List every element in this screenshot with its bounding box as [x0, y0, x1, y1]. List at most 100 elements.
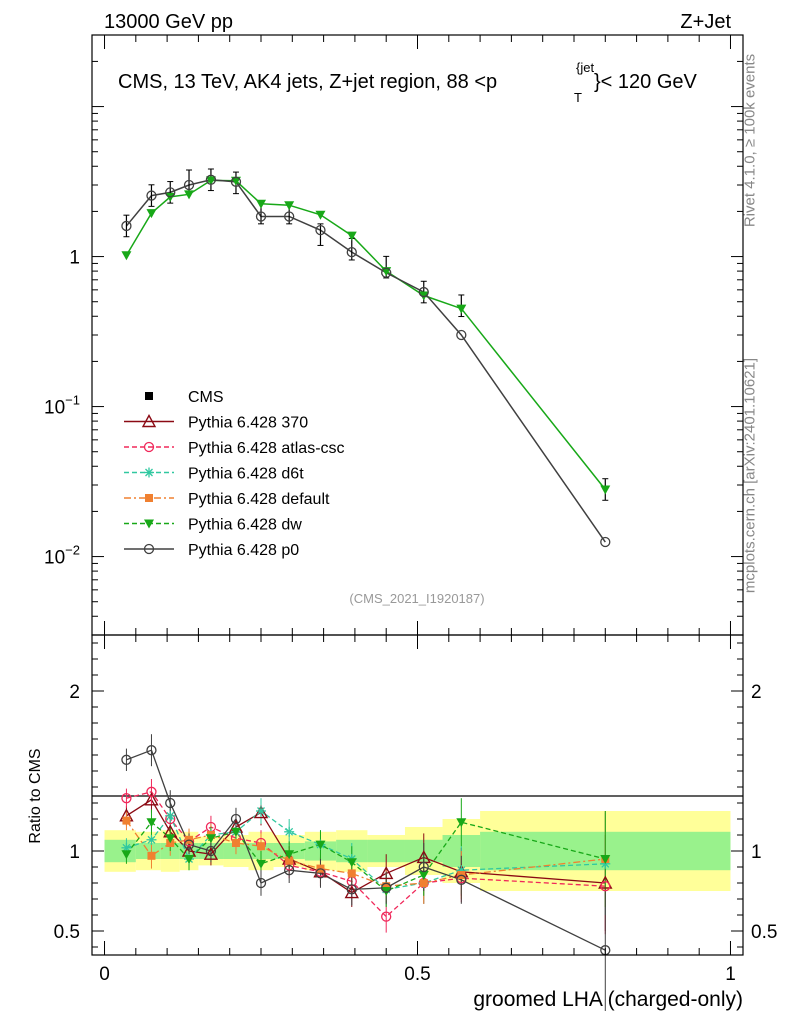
- dw-point: [184, 190, 195, 200]
- p0-ratio-point: [456, 874, 467, 885]
- dw-ratio-point: [600, 855, 611, 864]
- x-tick-label: 0: [99, 964, 110, 985]
- analysis-id: (CMS_2021_I1920187): [349, 591, 484, 606]
- dw-ratio-point: [165, 834, 176, 844]
- atlas-ratio-point: [600, 881, 611, 892]
- p0-ratio-point: [255, 877, 267, 889]
- ratio-plot-panel: 2 2 1 1 0.5 0.5 0 0.5 1 Ratio to CMS groomed LHA…: [27, 634, 777, 1011]
- p0-ratio-line: [126, 749, 606, 951]
- p0-point: [381, 267, 392, 278]
- p0-ratio-point: [284, 865, 295, 876]
- p0-ratio-point: [165, 797, 176, 809]
- p0-point: [456, 329, 467, 341]
- dw-ratio-point: [456, 818, 467, 828]
- d6t-ratio-point: [256, 806, 267, 816]
- p0-ratio-point: [418, 861, 429, 873]
- energy-label: 13000 GeV pp: [104, 11, 233, 33]
- dw-point: [205, 176, 216, 186]
- legend-marker: [145, 494, 153, 502]
- inner-band: [104, 839, 136, 863]
- d6t-ratio-point: [284, 826, 295, 837]
- default-ratio-point: [347, 869, 356, 878]
- default-ratio-point: [122, 816, 131, 825]
- dw-point: [146, 209, 157, 219]
- p0-point: [165, 187, 176, 198]
- ratio-frame: [91, 634, 744, 956]
- p370-ratio-point: [253, 805, 269, 819]
- x-tick-label: 0.5: [404, 964, 430, 985]
- d6t-ratio-point: [146, 834, 157, 845]
- legend-marker: [145, 392, 153, 400]
- p0-line: [125, 179, 606, 543]
- p0-ratio-point: [146, 745, 157, 756]
- p0-point: [284, 211, 295, 222]
- dw-ratio-point: [284, 850, 295, 860]
- y-tick-label: 1: [69, 248, 80, 269]
- legend-label: Pythia 6.428 d6t: [188, 466, 304, 483]
- p0-point: [205, 174, 217, 185]
- y-tick-label: 10−1: [44, 393, 80, 419]
- legend-label: Pythia 6.428 p0: [188, 542, 299, 559]
- p370-ratio-point: [203, 846, 219, 860]
- legend-label: CMS: [188, 389, 224, 406]
- p0-ratio-point: [315, 868, 326, 879]
- legend-marker: [141, 414, 157, 428]
- p0-ratio-point: [205, 845, 217, 857]
- default-ratio-point: [419, 879, 428, 887]
- legend-label: Pythia 6.428 370: [188, 415, 308, 432]
- legend: CMS Pythia 6.428 370 Pythia 6.428 atlas-cs…: [124, 389, 345, 559]
- dw-ratio-point: [315, 840, 326, 850]
- atlas-ratio-point: [381, 911, 392, 922]
- cms-uncertainty-bands: [104, 811, 731, 891]
- plot-title-subscript: T: [574, 90, 582, 105]
- p0-ratio-point: [183, 839, 195, 850]
- dw-ratio-point: [418, 871, 429, 880]
- dw-ratio-line: [125, 821, 606, 892]
- default-ratio-point: [231, 839, 240, 847]
- legend-marker: [144, 519, 154, 529]
- dw-ratio-point: [381, 887, 392, 896]
- p0-point: [600, 536, 611, 548]
- default-ratio-point: [285, 856, 294, 865]
- p0-point: [183, 179, 195, 191]
- y-tick-label: 2: [69, 682, 80, 703]
- p370-ratio-point: [344, 885, 359, 899]
- p0-ratio-point: [230, 813, 242, 825]
- y-tick-label: 1: [69, 842, 80, 863]
- legend-marker: [143, 543, 155, 555]
- x-tick-label: 1: [725, 964, 736, 985]
- p0-point: [315, 225, 326, 236]
- plot-title-tail: }< 120 GeV: [594, 71, 698, 93]
- dw-ratio-point: [121, 850, 132, 860]
- ratio-y-axis-label: Ratio to CMS: [27, 748, 44, 843]
- inner-band: [367, 839, 405, 863]
- p0-point: [146, 190, 157, 201]
- dw-point: [256, 199, 267, 209]
- y-tick-label-right: 1: [751, 842, 762, 863]
- p0-point: [121, 220, 132, 232]
- dw-point: [346, 231, 357, 241]
- plot-title-superscript: {jet: [576, 60, 594, 75]
- legend-label: Pythia 6.428 dw: [188, 517, 302, 534]
- process-label: Z+Jet: [680, 11, 731, 33]
- default-ratio-point: [147, 851, 156, 860]
- mcplots-reference-label: mcplots.cern.ch [arXiv:2401.10621]: [741, 357, 759, 594]
- legend-marker: [143, 441, 155, 453]
- atlas-ratio-point: [121, 793, 132, 804]
- p370-ratio-point: [379, 865, 394, 880]
- dw-point: [230, 176, 241, 186]
- x-axis-label: groomed LHA (charged-only): [473, 988, 743, 1011]
- y-tick-label-right: 0.5: [751, 922, 777, 943]
- dw-ratio-point: [346, 858, 357, 868]
- dw-point: [284, 201, 295, 211]
- p0-ratio-point: [121, 754, 132, 765]
- atlas-ratio-point: [146, 786, 157, 797]
- plot-title: CMS, 13 TeV, AK4 jets, Z+jet region, 88 …: [118, 71, 497, 93]
- y-tick-label: 0.5: [54, 922, 80, 943]
- y-tick-label: 10−2: [44, 543, 80, 569]
- d6t-ratio-point: [165, 810, 176, 821]
- default-ratio-point: [382, 882, 391, 891]
- dw-ratio-point: [230, 827, 241, 837]
- p0-point: [255, 211, 267, 222]
